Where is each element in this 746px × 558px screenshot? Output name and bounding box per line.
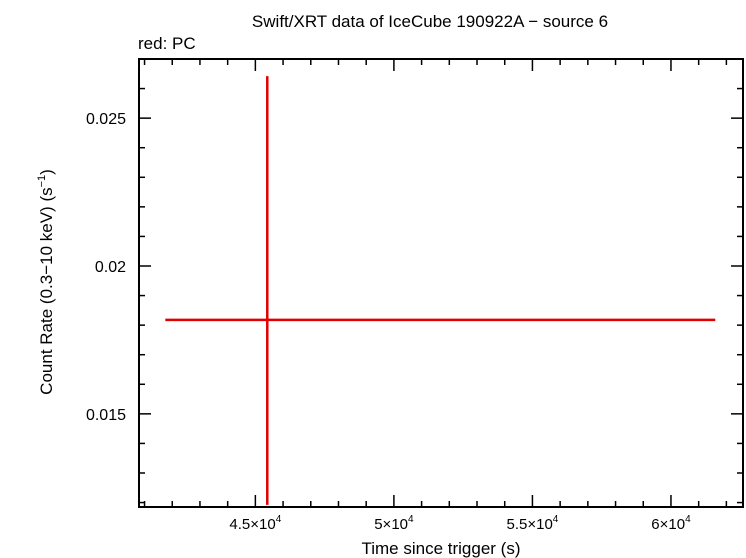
y-tick-label: 0.02 <box>95 259 126 276</box>
data-series <box>165 76 716 505</box>
y-tick-label: 0.025 <box>86 111 126 128</box>
chart-title: Swift/XRT data of IceCube 190922A − sour… <box>252 12 608 31</box>
x-axis-tick-labels: 4.5×104 5×104 5.5×104 6×104 <box>229 514 691 533</box>
plot-frame <box>138 58 744 508</box>
x-tick-label: 4.5×104 <box>229 514 281 533</box>
y-axis-label-exponent: −1 <box>36 175 48 188</box>
y-tick-label: 0.015 <box>86 407 126 424</box>
x-tick-label: 5.5×104 <box>507 514 559 533</box>
x-axis-label: Time since trigger (s) <box>361 539 520 558</box>
x-tick-label: 5×104 <box>374 514 414 533</box>
y-axis-label: Count Rate (0.3−10 keV) (s−1) <box>36 169 56 395</box>
y-axis-ticks <box>139 58 743 504</box>
x-axis-ticks <box>143 59 728 507</box>
y-axis-label-close: ) <box>37 169 56 175</box>
x-tick-label: 6×104 <box>651 514 691 533</box>
y-axis-tick-labels: 0.015 0.02 0.025 <box>86 111 126 424</box>
chart-subtitle: red: PC <box>138 34 196 53</box>
y-axis-label-main: Count Rate (0.3−10 keV) (s <box>37 187 56 394</box>
